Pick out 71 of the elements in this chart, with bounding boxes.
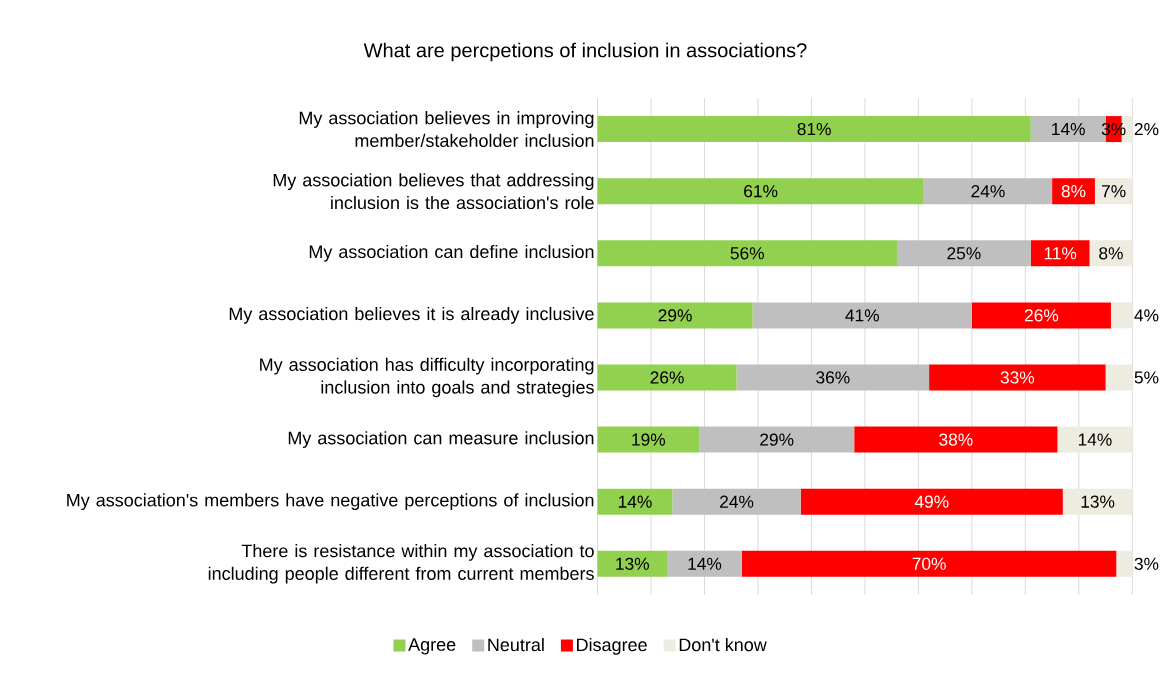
data-label: 5% xyxy=(1134,371,1159,384)
y-tick-label: My association has difficulty incorporating inclusion into goals and strategies xyxy=(260,357,594,398)
data-label: 13% xyxy=(1081,495,1115,508)
bar xyxy=(1062,488,1133,515)
bar xyxy=(971,302,1111,329)
legend-label: Neutral xyxy=(488,637,544,652)
bar xyxy=(854,426,1058,453)
data-label: 4% xyxy=(1134,309,1159,322)
bar xyxy=(929,364,1106,391)
legend-label: Disagree xyxy=(577,637,647,655)
chart-title: What are percpetions of inclusion in associations? xyxy=(363,42,807,62)
bar xyxy=(923,178,1053,205)
data-label: 29% xyxy=(760,433,794,446)
y-tick-label: My association's members have negative perceptions of inclusion xyxy=(67,493,594,510)
bar xyxy=(597,178,924,205)
data-label: 13% xyxy=(616,557,650,570)
bar xyxy=(597,240,898,267)
data-label: 2% xyxy=(1134,122,1159,136)
data-label: 81% xyxy=(797,122,831,136)
data-label: 61% xyxy=(744,184,778,198)
bar xyxy=(1116,550,1133,577)
data-label: 49% xyxy=(914,495,949,508)
bar xyxy=(597,488,673,515)
data-label: 36% xyxy=(816,371,850,384)
bar xyxy=(897,240,1031,267)
data-label: 14% xyxy=(688,557,722,570)
y-tick-label: My association can measure inclusion xyxy=(288,431,594,448)
y-tick-label: My association can define inclusion xyxy=(309,244,594,262)
data-label: 70% xyxy=(912,557,946,570)
data-label: 14% xyxy=(1052,122,1085,136)
bar xyxy=(597,302,753,329)
data-label: 33% xyxy=(1000,371,1035,384)
bar xyxy=(699,426,855,453)
bar xyxy=(800,488,1063,515)
bar xyxy=(736,364,930,391)
bar xyxy=(597,364,737,391)
y-tick-label: My association believes it is already inclusive xyxy=(229,306,594,324)
bar xyxy=(597,115,1031,142)
data-label: 38% xyxy=(939,433,973,446)
data-label: 24% xyxy=(971,184,1005,198)
bar xyxy=(1052,178,1095,205)
data-label: 26% xyxy=(650,371,684,384)
data-label: 41% xyxy=(845,309,879,322)
data-label: 25% xyxy=(947,247,981,260)
bar xyxy=(597,426,700,453)
data-label: 24% xyxy=(720,495,754,508)
bar xyxy=(597,550,668,577)
data-label: 14% xyxy=(1078,433,1112,446)
bar xyxy=(752,302,972,329)
data-label: 56% xyxy=(730,247,764,260)
data-label: 8% xyxy=(1099,247,1123,260)
bar xyxy=(1057,426,1133,453)
data-label: 8% xyxy=(1061,184,1086,198)
legend-label: Don't know xyxy=(679,637,767,652)
data-label: 11% xyxy=(1044,247,1077,260)
data-label: 7% xyxy=(1101,185,1126,198)
y-tick-label: My association believes in improving member/stakeholder inclusion xyxy=(299,111,594,147)
data-label: 14% xyxy=(618,495,652,508)
bar xyxy=(667,550,742,577)
bar xyxy=(1105,364,1133,391)
bar xyxy=(1030,240,1090,267)
legend-label: Agree xyxy=(408,638,456,655)
data-label: 3% xyxy=(1134,557,1159,570)
y-tick-label: There is resistance within my association to including people different from current members xyxy=(208,543,594,584)
bar xyxy=(672,488,801,515)
data-label: 26% xyxy=(1024,309,1059,322)
bar xyxy=(741,550,1117,577)
data-label: 29% xyxy=(658,309,692,322)
y-tick-label: My association believes that addressing inclusion is the association's role xyxy=(273,173,594,210)
bar xyxy=(1110,302,1133,329)
data-label: 19% xyxy=(632,433,666,446)
